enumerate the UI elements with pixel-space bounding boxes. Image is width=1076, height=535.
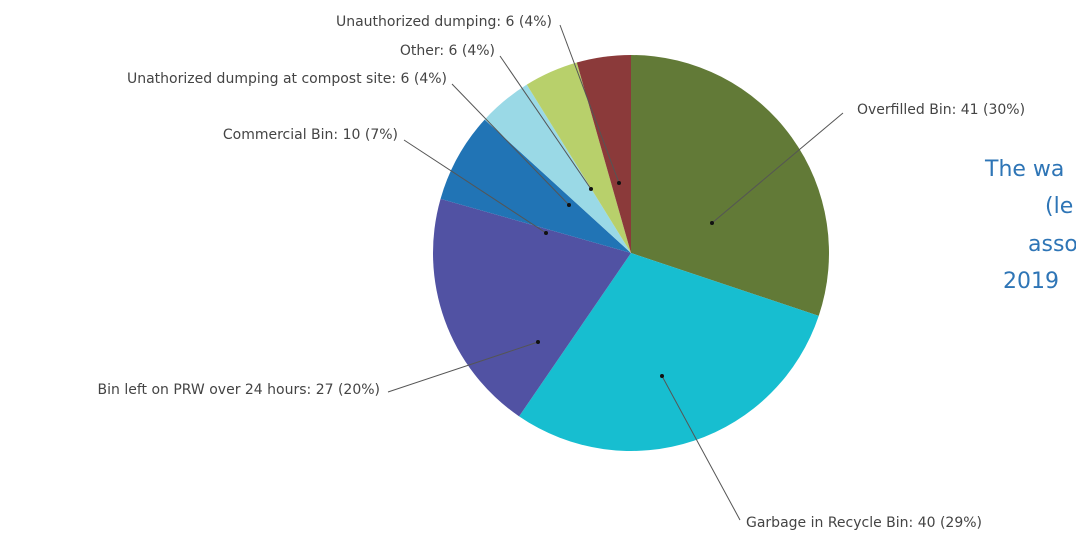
leader-dot <box>617 181 621 185</box>
annotation: The wa <box>984 157 1064 182</box>
leader-line <box>661 375 741 521</box>
leader-line <box>451 83 570 206</box>
leader-dot <box>536 340 540 344</box>
leader-line <box>387 341 539 393</box>
data-label: Bin left on PRW over 24 hours: 27 (20%) <box>98 382 381 398</box>
pie-slice <box>519 253 819 451</box>
pie-slice <box>484 84 631 253</box>
leader-dot <box>544 231 548 235</box>
pie-slice <box>576 55 631 253</box>
data-label: Other: 6 (4%) <box>400 43 495 59</box>
data-label: Commercial Bin: 10 (7%) <box>223 127 398 143</box>
leader-dot <box>710 221 714 225</box>
data-label: Overfilled Bin: 41 (30%) <box>857 102 1025 118</box>
leader-dot <box>567 203 571 207</box>
annotation: (le <box>1045 194 1073 219</box>
pie-slice <box>440 119 631 253</box>
leader-line <box>403 139 547 234</box>
data-label: Garbage in Recycle Bin: 40 (29%) <box>746 515 982 531</box>
annotation: 2019 <box>1003 269 1059 294</box>
leader-line <box>499 55 592 190</box>
leader-dot <box>660 374 664 378</box>
pie-slice <box>631 55 829 316</box>
annotation: asso <box>1028 232 1076 257</box>
pie-slice <box>526 62 631 254</box>
pie-slice <box>433 198 631 417</box>
leader-line <box>711 112 844 224</box>
leader-line <box>559 24 620 184</box>
leader-dot <box>589 187 593 191</box>
data-label: Unathorized dumping at compost site: 6 (… <box>127 71 447 87</box>
data-label: Unauthorized dumping: 6 (4%) <box>336 14 552 30</box>
